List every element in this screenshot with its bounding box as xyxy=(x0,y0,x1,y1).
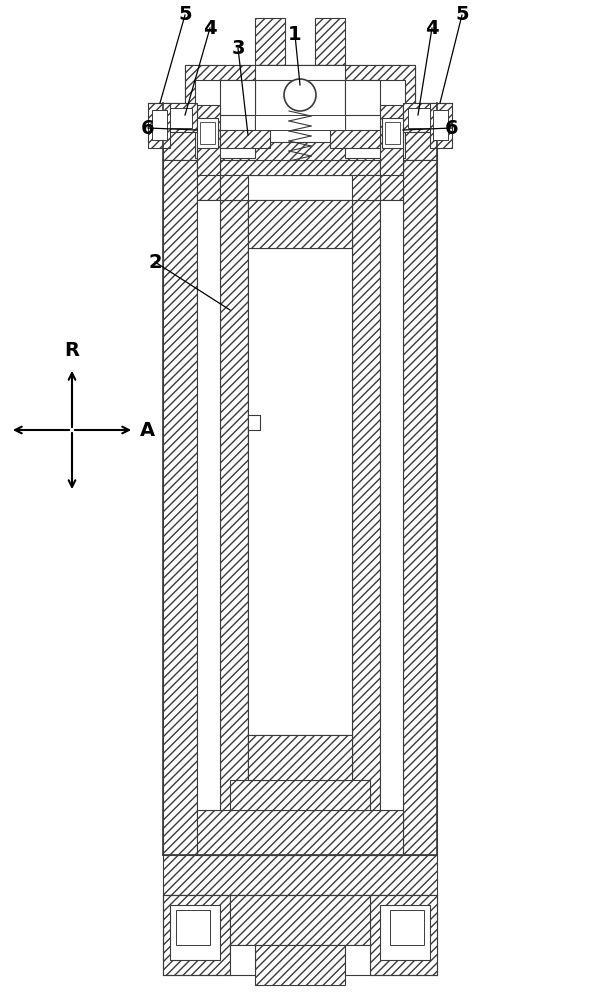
Polygon shape xyxy=(380,160,403,200)
Polygon shape xyxy=(255,945,345,985)
Polygon shape xyxy=(200,122,215,144)
Polygon shape xyxy=(403,103,437,160)
Polygon shape xyxy=(390,910,424,945)
Text: R: R xyxy=(65,341,79,360)
Polygon shape xyxy=(163,160,197,855)
Polygon shape xyxy=(352,175,380,200)
Polygon shape xyxy=(230,895,370,945)
Text: 5: 5 xyxy=(455,5,469,24)
Polygon shape xyxy=(248,735,352,780)
Polygon shape xyxy=(345,945,370,975)
Polygon shape xyxy=(220,160,380,175)
Polygon shape xyxy=(255,65,345,80)
Polygon shape xyxy=(255,18,285,65)
Polygon shape xyxy=(380,905,430,960)
Polygon shape xyxy=(385,122,400,144)
Polygon shape xyxy=(163,855,437,895)
Circle shape xyxy=(284,79,316,111)
Polygon shape xyxy=(230,945,255,975)
Text: 3: 3 xyxy=(231,38,245,57)
Polygon shape xyxy=(195,80,255,158)
Polygon shape xyxy=(315,18,345,65)
Polygon shape xyxy=(230,780,370,810)
Polygon shape xyxy=(255,115,345,130)
Polygon shape xyxy=(403,160,437,855)
Polygon shape xyxy=(176,910,210,945)
Polygon shape xyxy=(185,65,415,105)
Polygon shape xyxy=(148,103,170,148)
Polygon shape xyxy=(185,65,415,175)
Text: 2: 2 xyxy=(148,252,162,271)
Polygon shape xyxy=(352,200,380,855)
Polygon shape xyxy=(248,200,352,248)
Text: 4: 4 xyxy=(425,18,439,37)
Polygon shape xyxy=(330,130,380,148)
Polygon shape xyxy=(382,118,403,148)
Polygon shape xyxy=(197,160,220,200)
Polygon shape xyxy=(163,103,197,132)
Polygon shape xyxy=(408,108,430,128)
Polygon shape xyxy=(248,415,260,430)
Polygon shape xyxy=(152,110,167,140)
Polygon shape xyxy=(370,895,437,975)
Polygon shape xyxy=(220,175,248,200)
Polygon shape xyxy=(430,103,452,148)
Polygon shape xyxy=(163,895,230,975)
Text: 6: 6 xyxy=(141,118,155,137)
Polygon shape xyxy=(197,105,220,175)
Polygon shape xyxy=(220,130,270,148)
Polygon shape xyxy=(220,200,248,855)
Polygon shape xyxy=(433,110,448,140)
Polygon shape xyxy=(248,200,352,248)
Polygon shape xyxy=(345,80,405,158)
Polygon shape xyxy=(220,80,255,115)
Polygon shape xyxy=(248,248,352,735)
Polygon shape xyxy=(170,108,192,128)
Polygon shape xyxy=(403,103,437,132)
Text: 4: 4 xyxy=(203,18,217,37)
Polygon shape xyxy=(380,105,403,175)
Text: 5: 5 xyxy=(178,5,192,24)
Polygon shape xyxy=(248,735,352,780)
Text: 1: 1 xyxy=(288,25,302,44)
Polygon shape xyxy=(345,80,380,115)
Polygon shape xyxy=(197,200,220,810)
Text: 6: 6 xyxy=(445,118,459,137)
Polygon shape xyxy=(163,103,197,160)
Polygon shape xyxy=(255,78,345,142)
Polygon shape xyxy=(197,810,403,855)
Polygon shape xyxy=(248,248,352,735)
Polygon shape xyxy=(170,905,220,960)
Polygon shape xyxy=(197,118,218,148)
Polygon shape xyxy=(380,200,403,810)
Text: A: A xyxy=(140,420,155,440)
